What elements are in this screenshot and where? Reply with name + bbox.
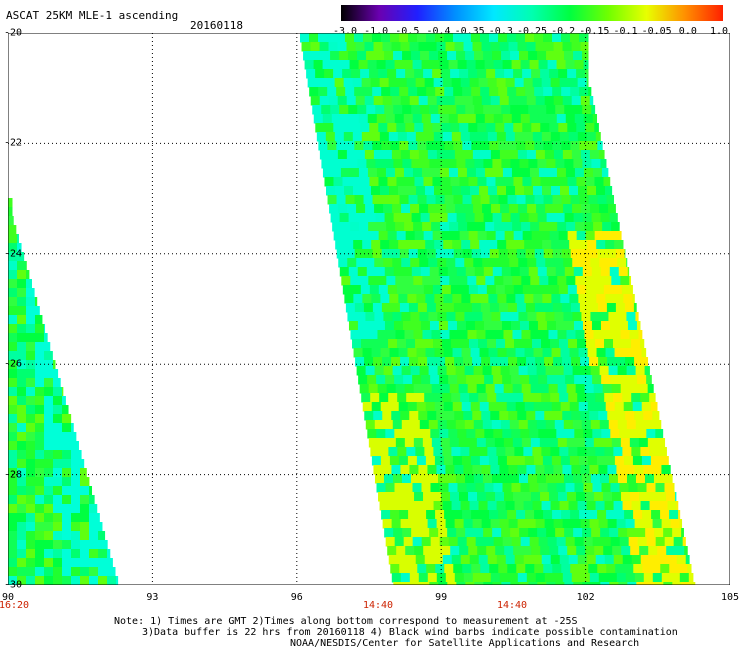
longitude-label: 105 xyxy=(720,592,740,603)
pass-time-label: 14:40 xyxy=(362,600,394,611)
colorbar-label: -0.15 xyxy=(579,26,610,37)
gridlines xyxy=(8,33,730,585)
left-swath xyxy=(8,198,119,585)
longitude-label: 96 xyxy=(290,592,303,603)
latitude-label: -22 xyxy=(4,137,23,149)
swath-data xyxy=(8,33,696,585)
colorbar-label: 1.0 xyxy=(709,26,729,37)
product-date: 20160118 xyxy=(190,19,243,32)
colorbar-gradient xyxy=(341,5,723,21)
latitude-label: -20 xyxy=(4,27,23,39)
note-line-1: Note: 1) Times are GMT 2)Times along bot… xyxy=(114,616,578,627)
colorbar-label: 0.0 xyxy=(678,26,697,37)
colorbar-label: -0.3 xyxy=(488,26,513,37)
latitude-label: -24 xyxy=(4,248,23,260)
colorbar-label: -0.4 xyxy=(426,26,451,37)
product-title: ASCAT 25KM MLE-1 ascending xyxy=(6,9,179,22)
latitude-label: -28 xyxy=(4,469,23,481)
longitude-label: 93 xyxy=(146,592,159,603)
main-swath xyxy=(300,33,696,585)
latitude-label: -26 xyxy=(4,358,23,370)
colorbar-label: -0.5 xyxy=(395,26,420,37)
colorbar-label: -1.0 xyxy=(364,26,389,37)
note-line-3: NOAA/NESDIS/Center for Satellite Applica… xyxy=(290,638,640,649)
colorbar-label: -0.35 xyxy=(454,26,485,37)
longitude-label: 90 xyxy=(1,592,15,603)
colorbar-label: -0.2 xyxy=(551,26,576,37)
longitude-label: 102 xyxy=(576,592,595,603)
colorbar-label: -0.1 xyxy=(613,26,638,37)
pass-time-label: 16:20 xyxy=(0,600,30,611)
wind-map-plot xyxy=(8,33,730,585)
colorbar-label: -0.05 xyxy=(641,26,672,37)
colorbar-label: -3.0 xyxy=(332,26,358,37)
longitude-label: 99 xyxy=(435,592,448,603)
colorbar-label: -0.25 xyxy=(516,26,548,37)
latitude-label: -30 xyxy=(4,579,23,591)
note-line-2: 3)Data buffer is 22 hrs from 20160118 4)… xyxy=(142,627,678,638)
pass-time-label: 14:40 xyxy=(496,600,528,611)
colorbar xyxy=(341,5,723,21)
